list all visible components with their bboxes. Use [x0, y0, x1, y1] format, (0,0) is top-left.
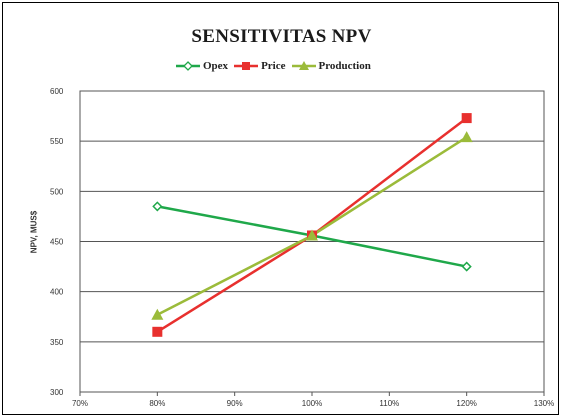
data-point-price-80 [152, 326, 163, 337]
legend: Opex Price Production [176, 58, 371, 74]
y-tick-label-350: 350 [50, 338, 64, 347]
data-point-production-100 [306, 229, 318, 241]
legend-item-price: Price [234, 60, 286, 72]
legend-label-opex: Opex [203, 60, 229, 72]
x-tick-label-90: 90% [227, 399, 243, 408]
chart-frame [2, 2, 559, 415]
x-tick-label-130: 130% [534, 399, 554, 408]
legend-swatch-opex [176, 61, 200, 71]
y-tick-label-500: 500 [50, 187, 64, 196]
legend-swatch-price [234, 62, 259, 70]
data-point-production-80 [151, 308, 164, 320]
x-tick-label-80: 80% [149, 399, 165, 408]
series-line-production [156, 136, 468, 316]
data-point-opex-120 [461, 261, 472, 272]
legend-item-opex: Opex [176, 60, 228, 72]
x-tick-label-100: 100% [302, 399, 322, 408]
y-tick-label-550: 550 [50, 137, 64, 146]
x-tick-label-120: 120% [456, 399, 476, 408]
series-line-price [156, 117, 468, 333]
legend-swatch-production [291, 61, 316, 70]
data-point-opex-80 [152, 201, 163, 212]
y-tick-label-400: 400 [50, 288, 64, 297]
legend-label-price: Price [261, 60, 286, 72]
x-tick-label-70: 70% [72, 399, 88, 408]
y-tick-label-600: 600 [50, 87, 64, 96]
legend-label-production: Production [318, 60, 371, 72]
y-tick-label-300: 300 [50, 388, 64, 397]
data-point-production-120 [460, 131, 473, 143]
data-point-price-120 [461, 113, 472, 124]
chart-title: SENSITIVITAS NPV [191, 26, 372, 47]
x-tick-label-110: 110% [379, 399, 399, 408]
legend-item-production: Production [291, 60, 371, 72]
y-tick-label-450: 450 [50, 238, 64, 247]
